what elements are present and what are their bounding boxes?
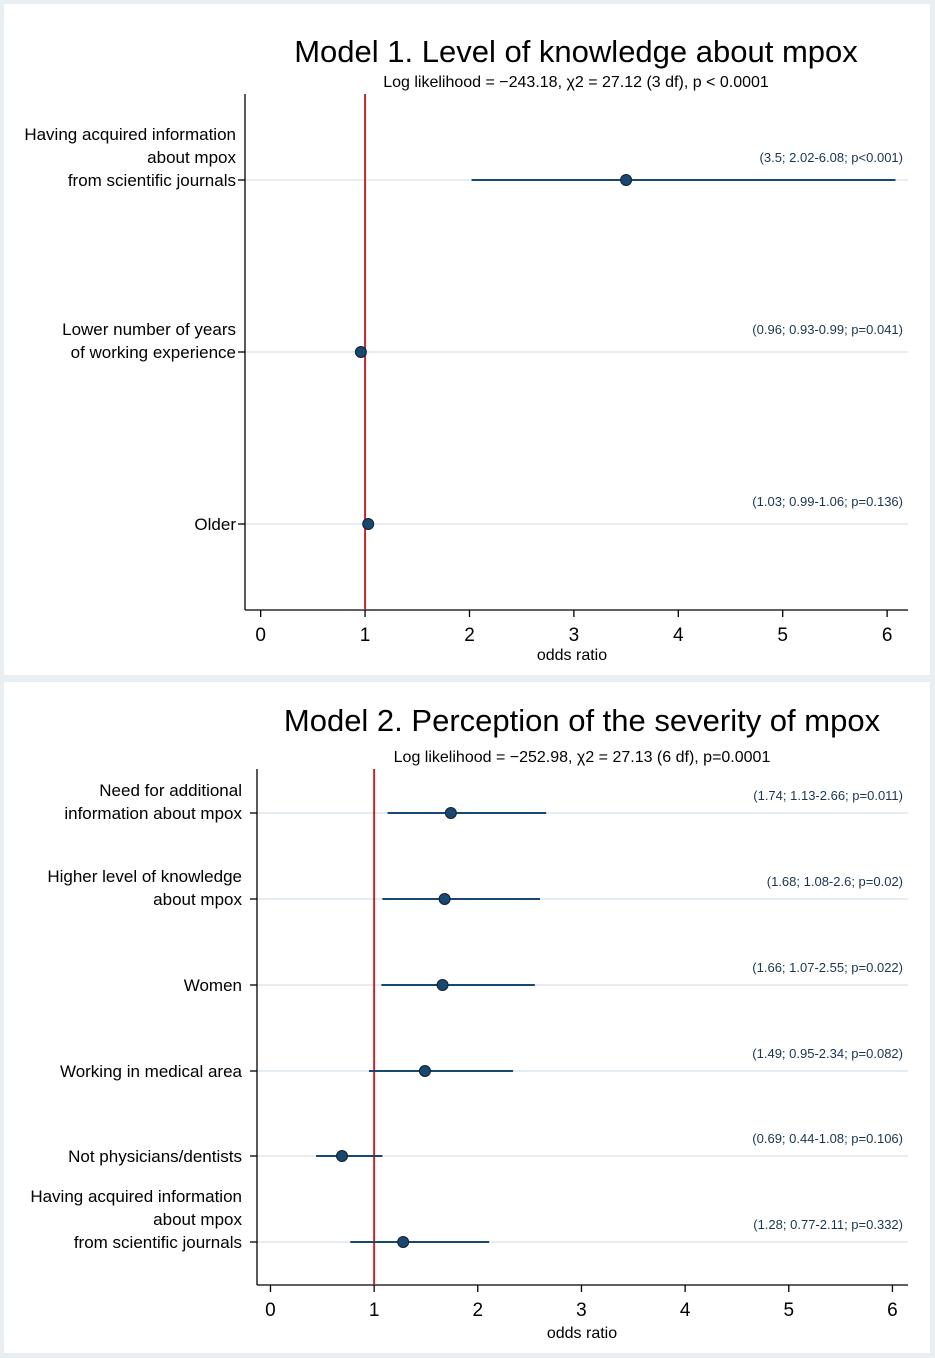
model-1-row-label-2-line-1: Lower number of years xyxy=(62,320,236,339)
model-2-row-label-5-line-1: Not physicians/dentists xyxy=(68,1147,242,1166)
model-2-row-label-2: Higher level of knowledge about mpox xyxy=(47,867,242,909)
model-2-title: Model 2. Perception of the severity of m… xyxy=(284,703,881,738)
model-1-row-label-3: Older xyxy=(194,515,236,534)
model-2-point-estimate-row-4 xyxy=(418,1065,431,1077)
model-1-point-estimate-row-3 xyxy=(362,518,375,530)
model-2-annotation-row-2: (1.68; 1.08-2.6; p=0.02) xyxy=(767,874,903,889)
model-1-row-label-1-line-1: Having acquired information xyxy=(24,125,236,144)
model-2-row-label-2-line-2: about mpox xyxy=(153,890,242,909)
model-2-point-estimate-row-2 xyxy=(438,893,451,905)
model-1-panel: Model 1. Level of knowledge about mpox L… xyxy=(4,4,930,675)
model-1-point-estimate-row-2 xyxy=(354,346,367,358)
model-2-row-label-1-line-1: Need for additional xyxy=(99,781,242,800)
model-1-x-tick-label-3: 3 xyxy=(569,625,580,646)
model-1-x-tick-label-4: 4 xyxy=(673,625,684,646)
model-2-x-tick-label-3: 3 xyxy=(576,1300,587,1321)
model-2-row-label-1: Need for additional information about mpo… xyxy=(64,781,242,823)
model-2-row-label-6-line-3: from scientific journals xyxy=(74,1233,242,1252)
model-2-annotation-row-6: (1.28; 0.77-2.11; p=0.332) xyxy=(753,1217,903,1232)
model-1-x-axis-label: odds ratio xyxy=(537,647,607,664)
model-2-row-label-4-line-1: Working in medical area xyxy=(60,1062,243,1081)
model-2-x-tick-label-5: 5 xyxy=(783,1300,794,1321)
model-1-annotation-row-3: (1.03; 0.99-1.06; p=0.136) xyxy=(752,494,903,509)
model-2-plot-area xyxy=(257,769,908,1285)
model-2-annotation-row-3: (1.66; 1.07-2.55; p=0.022) xyxy=(752,960,903,975)
model-1-title: Model 1. Level of knowledge about mpox xyxy=(294,34,858,69)
model-2-row-label-4: Working in medical area xyxy=(60,1062,243,1081)
model-1-row-label-2: Lower number of years of working experien… xyxy=(62,320,236,362)
model-1-x-tick-label-6: 6 xyxy=(882,625,893,646)
model-1-subtitle: Log likelihood = −243.18, χ2 = 27.12 (3 … xyxy=(383,74,769,91)
model-1-x-tick-label-1: 1 xyxy=(360,625,371,646)
model-2-annotation-row-5: (0.69; 0.44-1.08; p=0.106) xyxy=(752,1131,903,1146)
model-2-row-label-1-line-2: information about mpox xyxy=(64,804,242,823)
model-1-x-tick-label-0: 0 xyxy=(255,625,266,646)
model-2-x-tick-label-6: 6 xyxy=(887,1300,898,1321)
model-1-annotation-row-1: (3.5; 2.02-6.08; p<0.001) xyxy=(760,150,903,165)
model-1-row-label-2-line-2: of working experience xyxy=(71,343,236,362)
model-2-annotation-row-4: (1.49; 0.95-2.34; p=0.082) xyxy=(752,1046,903,1061)
model-2-annotation-row-1: (1.74; 1.13-2.66; p=0.011) xyxy=(753,788,903,803)
model-1-row-label-3-line-1: Older xyxy=(194,515,236,534)
model-2-x-tick-label-4: 4 xyxy=(680,1300,691,1321)
model-2-point-estimate-row-5 xyxy=(336,1150,349,1162)
model-2-point-estimate-row-1 xyxy=(444,807,457,819)
model-1-annotation-row-2: (0.96; 0.93-0.99; p=0.041) xyxy=(752,322,903,337)
model-2-row-label-3-line-1: Women xyxy=(184,976,242,995)
model-2-row-label-3: Women xyxy=(184,976,242,995)
model-2-x-tick-label-1: 1 xyxy=(369,1300,380,1321)
model-2-point-estimate-row-3 xyxy=(436,979,449,991)
model-1-x-tick-label-5: 5 xyxy=(777,625,788,646)
model-1-x-tick-label-2: 2 xyxy=(464,625,475,646)
model-2-x-tick-label-2: 2 xyxy=(473,1300,484,1321)
model-2-x-tick-label-0: 0 xyxy=(265,1300,276,1321)
model-1-row-label-1-line-3: from scientific journals xyxy=(68,171,236,190)
model-2-row-label-6-line-1: Having acquired information xyxy=(30,1187,242,1206)
model-2-row-label-6-line-2: about mpox xyxy=(153,1210,242,1229)
model-2-panel: Model 2. Perception of the severity of m… xyxy=(4,682,930,1353)
model-2-point-estimate-row-6 xyxy=(397,1236,410,1248)
model-1-row-label-1-line-2: about mpox xyxy=(147,148,236,167)
model-2-row-label-2-line-1: Higher level of knowledge xyxy=(47,867,242,886)
model-1-point-estimate-row-1 xyxy=(620,174,633,186)
model-2-row-label-6: Having acquired information about mpox fro… xyxy=(30,1187,242,1252)
model-2-subtitle: Log likelihood = −252.98, χ2 = 27.13 (6 … xyxy=(394,749,771,766)
model-2-x-axis-label: odds ratio xyxy=(547,1325,617,1342)
model-2-row-label-5: Not physicians/dentists xyxy=(68,1147,242,1166)
model-1-row-label-1: Having acquired information about mpox fro… xyxy=(24,125,236,190)
